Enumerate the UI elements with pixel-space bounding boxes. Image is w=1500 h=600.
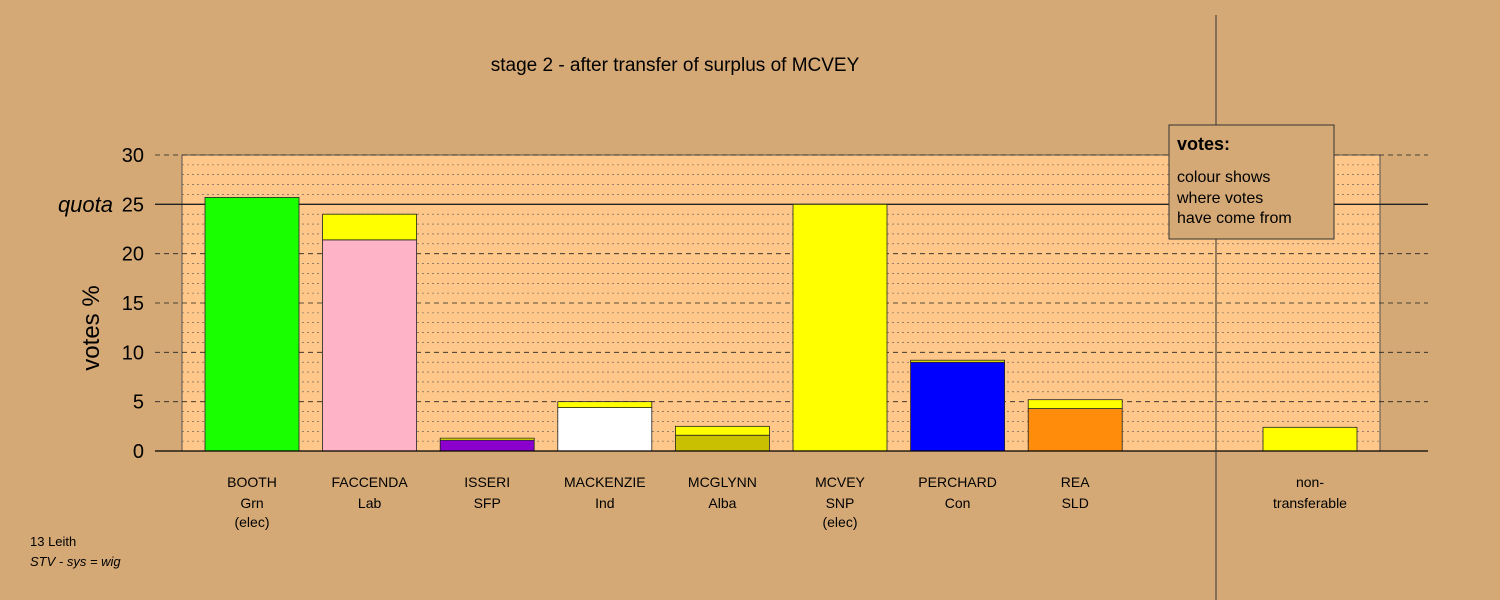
y-tick-label: 5 [133, 392, 144, 414]
chart-footer: 13 Leith STV - sys = wig [30, 532, 121, 572]
quota-label: quota [58, 192, 113, 217]
y-axis-label: votes % [78, 285, 105, 370]
y-tick-label: 15 [122, 293, 144, 315]
bar-segment [322, 213, 418, 241]
bar-segment [557, 401, 653, 408]
y-tick-label: 10 [122, 342, 144, 364]
candidate-name-label: PERCHARD [918, 474, 997, 490]
x-axis-labels: BOOTH Grn (elec) FACCENDA Lab ISSERI SFP MACKEN… [227, 474, 1347, 530]
party-label: Alba [708, 495, 736, 511]
party-label: Lab [358, 495, 382, 511]
bars [204, 197, 1358, 452]
candidate-name-label: ISSERI [464, 474, 510, 490]
nontransferable-label: non- [1296, 474, 1324, 490]
bar-segment [1262, 426, 1358, 452]
bar-segment [439, 437, 535, 441]
bar-segment [322, 239, 418, 452]
bar-segment [910, 361, 1005, 452]
candidate-name-label: BOOTH [227, 474, 277, 490]
candidate-name-label: FACCENDA [331, 474, 408, 490]
bar-segment [792, 203, 888, 452]
bar-segment [439, 439, 535, 452]
candidate-name-label: REA [1061, 474, 1090, 490]
party-label: SLD [1062, 495, 1089, 511]
legend-line-3: have come from [1177, 210, 1292, 227]
nontransferable-label: transferable [1273, 495, 1347, 511]
elected-note-label: (elec) [822, 514, 857, 530]
bar-segment [1027, 399, 1123, 409]
bar-segment [910, 359, 1005, 363]
bar-segment [1027, 408, 1123, 452]
party-label: Ind [595, 495, 614, 511]
y-axis-ticks: 0 5 10 15 20 25 30 [122, 145, 144, 463]
legend-title: votes: [1177, 134, 1230, 154]
bar-segment [675, 434, 770, 452]
bar-segment [204, 197, 300, 452]
party-label: SFP [474, 495, 501, 511]
party-label: SNP [826, 495, 855, 511]
legend-background [1168, 124, 1335, 240]
candidate-name-label: MCVEY [815, 474, 865, 490]
chart-title: stage 2 - after transfer of surplus of M… [491, 55, 860, 76]
system-label: STV - sys = wig [30, 554, 121, 569]
constituency-label: 13 Leith [30, 534, 77, 549]
legend-line-1: colour shows [1177, 169, 1270, 186]
party-label: Con [945, 495, 971, 511]
legend-box: votes: colour shows where votes have com… [1168, 124, 1335, 240]
y-tick-label: 30 [122, 145, 144, 167]
party-label: Grn [240, 495, 263, 511]
legend-line-2: where votes [1176, 190, 1263, 207]
candidate-name-label: MCGLYNN [688, 474, 757, 490]
y-tick-label: 0 [133, 441, 144, 463]
y-tick-label: 25 [122, 194, 144, 216]
y-tick-label: 20 [122, 244, 144, 266]
bar-segment [675, 425, 770, 436]
elected-note-label: (elec) [234, 514, 269, 530]
bar-segment [557, 407, 653, 452]
candidate-name-label: MACKENZIE [564, 474, 646, 490]
